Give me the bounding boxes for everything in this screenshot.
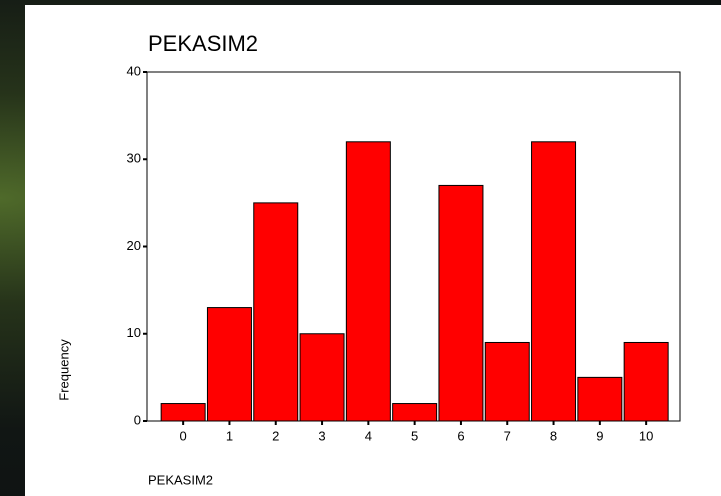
x-axis-label: PEKASIM2 — [148, 472, 213, 487]
x-tick-label: 2 — [272, 428, 279, 443]
y-tick-label: 10 — [127, 325, 141, 340]
x-tick-label: 1 — [226, 428, 233, 443]
bar — [299, 333, 345, 422]
y-tick-label: 40 — [127, 63, 141, 78]
x-tick-label: 9 — [596, 428, 603, 443]
bar — [392, 403, 438, 422]
bar — [345, 141, 391, 422]
bar — [160, 403, 206, 422]
bar — [623, 341, 669, 422]
bar — [438, 184, 484, 422]
bar — [253, 202, 299, 422]
x-tick-label: 8 — [550, 428, 557, 443]
x-tick-label: 6 — [457, 428, 464, 443]
y-tick-label: 30 — [127, 151, 141, 166]
x-tick-label: 10 — [639, 428, 653, 443]
y-tick-label: 0 — [134, 412, 141, 427]
y-tick-label: 20 — [127, 238, 141, 253]
bar — [484, 341, 530, 422]
x-tick-label: 4 — [365, 428, 372, 443]
x-tick-label: 3 — [318, 428, 325, 443]
x-tick-label: 0 — [180, 428, 187, 443]
bar — [531, 141, 577, 422]
y-axis-label: Frequency — [56, 339, 71, 401]
x-tick-label: 7 — [504, 428, 511, 443]
bar — [206, 307, 252, 422]
chart-title: PEKASIM2 — [148, 31, 258, 56]
bar — [577, 376, 623, 422]
x-tick-label: 5 — [411, 428, 418, 443]
